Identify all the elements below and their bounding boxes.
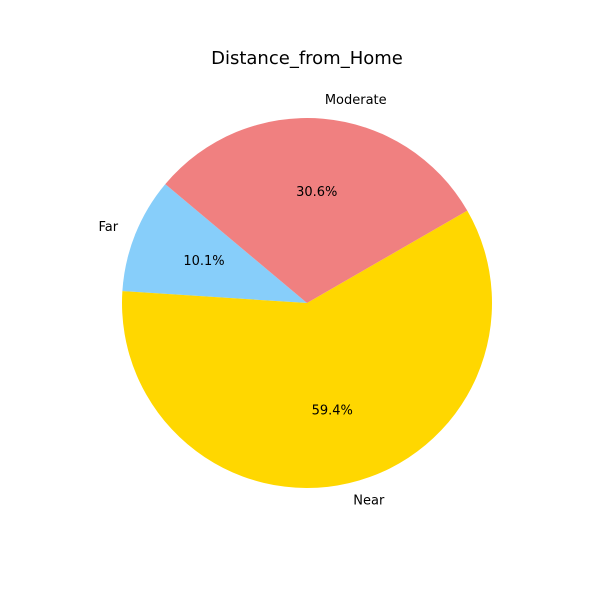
slice-pct-moderate: 30.6% (296, 185, 337, 200)
pie-slice-far (122, 184, 307, 303)
pie-slice-near (121, 210, 493, 488)
chart-title: Distance_from_Home (211, 48, 403, 69)
slice-label-near: Near (353, 494, 385, 509)
slice-pct-near: 59.4% (312, 404, 353, 419)
pie-slices (121, 117, 493, 488)
slice-label-moderate: Moderate (325, 93, 387, 108)
pie-labels: Far 10.1% Near 59.4% Moderate 30.6% (98, 93, 386, 509)
pie-slice-moderate (165, 117, 468, 303)
slice-label-far: Far (98, 220, 118, 235)
slice-pct-far: 10.1% (183, 254, 224, 269)
